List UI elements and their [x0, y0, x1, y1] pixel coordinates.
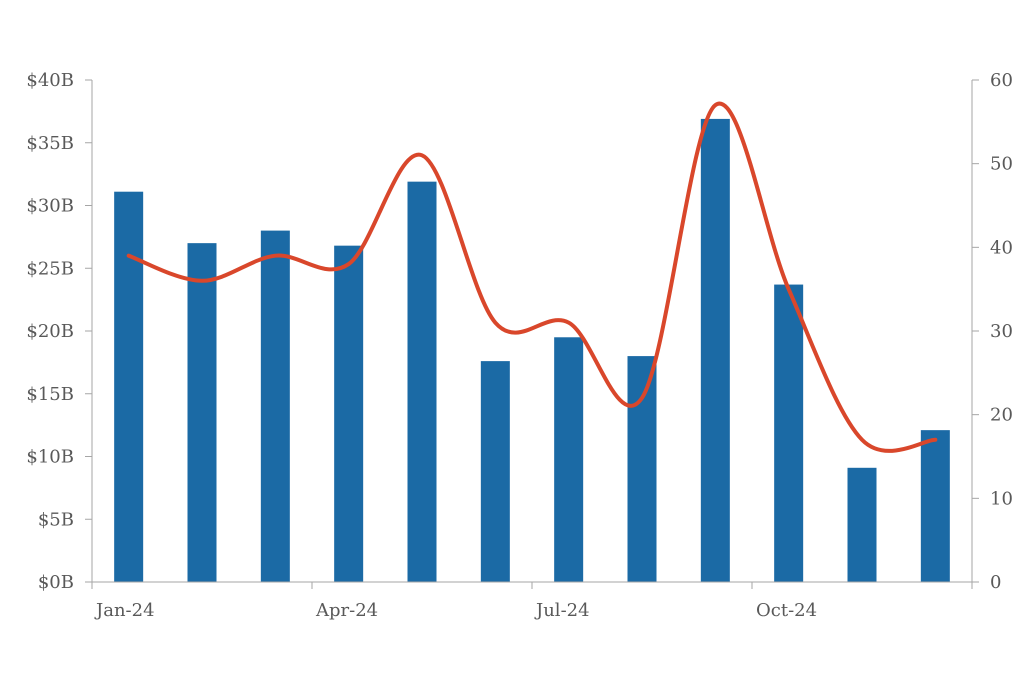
right-axis-tick-label: 50	[990, 154, 1013, 175]
bar	[114, 191, 144, 582]
right-axis-tick-label: 20	[990, 405, 1013, 426]
left-axis-tick-label: $0B	[38, 572, 74, 593]
right-axis-tick-label: 0	[990, 572, 1001, 593]
bar	[920, 430, 950, 582]
right-axis-tick-label: 30	[990, 321, 1013, 342]
bar	[627, 356, 657, 582]
bar	[480, 361, 510, 582]
bar	[700, 118, 730, 582]
left-axis-tick-label: $35B	[26, 133, 74, 154]
left-axis-tick-label: $5B	[38, 509, 74, 530]
left-y-axis: $0B $5B $10B $15B $20B $25B $30B $35B $40B	[26, 70, 93, 593]
right-axis-tick-label: 40	[990, 237, 1013, 258]
bar-series	[114, 118, 950, 582]
bar	[847, 467, 877, 582]
bar	[187, 243, 217, 582]
bar	[334, 245, 364, 582]
bar	[407, 181, 437, 582]
left-axis-tick-label: $15B	[26, 384, 74, 405]
bar	[774, 284, 804, 582]
right-y-axis: 0 10 20 30 40 50 60	[971, 70, 1013, 593]
x-axis: Jan-24 Apr-24 Jul-24 Oct-24	[91, 581, 973, 621]
x-axis-tick-label: Apr-24	[315, 600, 378, 621]
x-axis-tick-label: Jan-24	[94, 600, 155, 621]
left-axis-tick-label: $40B	[26, 70, 74, 91]
x-axis-tick-label: Jul-24	[534, 600, 590, 621]
left-axis-tick-label: $20B	[26, 321, 74, 342]
bar	[554, 337, 584, 582]
left-axis-tick-label: $25B	[26, 258, 74, 279]
right-axis-tick-label: 60	[990, 70, 1013, 91]
right-axis-tick-label: 10	[990, 488, 1013, 509]
line-series-path	[126, 101, 938, 453]
bar	[260, 230, 290, 582]
x-axis-tick-label: Oct-24	[756, 600, 817, 621]
left-axis-tick-label: $10B	[26, 447, 74, 468]
left-axis-tick-label: $30B	[26, 196, 74, 217]
line-series	[126, 101, 938, 453]
